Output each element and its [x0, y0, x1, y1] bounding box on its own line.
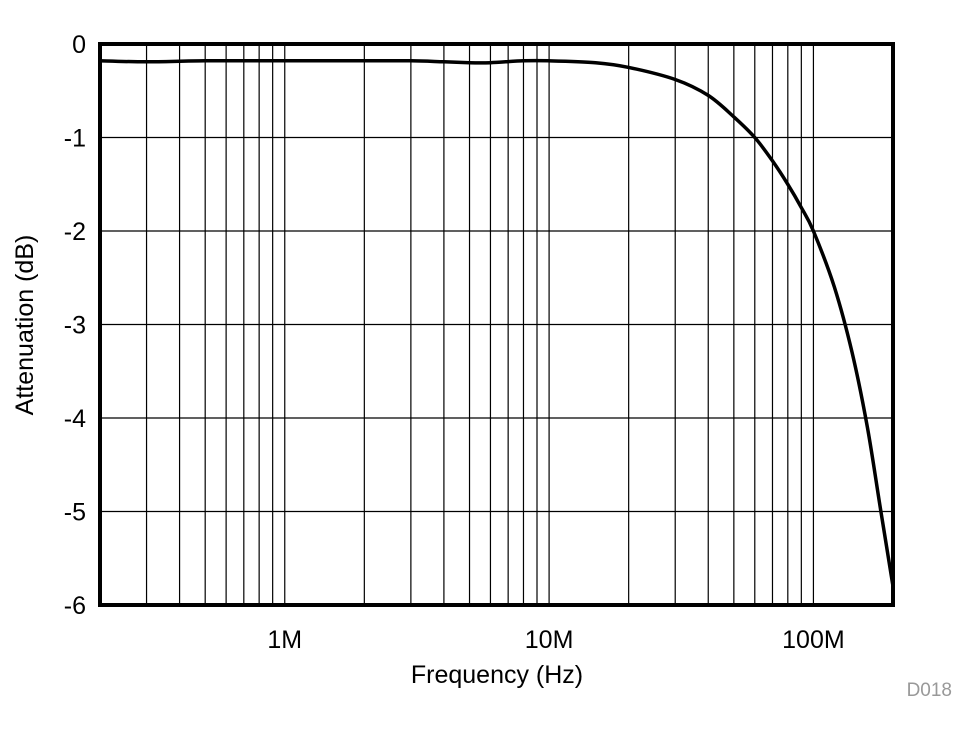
y-tick-label: -1 — [64, 125, 86, 153]
x-axis-title: Frequency (Hz) — [411, 661, 583, 689]
figure-code-label: D018 — [907, 680, 952, 701]
x-axis-tick-labels: 1M 10M 100M — [267, 626, 844, 654]
x-tick-label: 100M — [782, 626, 845, 654]
plot-frame — [98, 42, 895, 607]
y-axis-tick-labels: 0 -1 -2 -3 -4 -5 -6 — [64, 31, 86, 620]
y-tick-label: -5 — [64, 499, 86, 527]
y-axis-title: Attenuation (dB) — [11, 235, 39, 416]
y-tick-label: -6 — [64, 592, 86, 620]
x-tick-label: 10M — [525, 626, 574, 654]
horizontal-gridlines — [100, 43, 893, 606]
y-tick-label: -2 — [64, 218, 86, 246]
y-tick-label: 0 — [72, 31, 86, 59]
y-tick-label: -4 — [64, 405, 86, 433]
attenuation-curve — [99, 58, 895, 587]
x-tick-label: 1M — [267, 626, 302, 654]
y-tick-label: -3 — [64, 312, 86, 340]
